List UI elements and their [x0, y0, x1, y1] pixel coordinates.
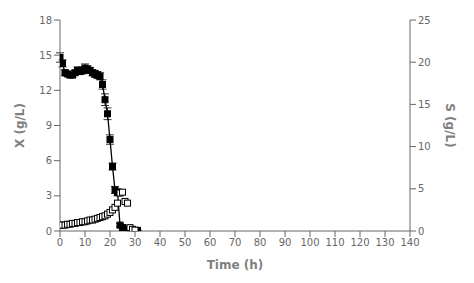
svg-text:10: 10	[79, 237, 92, 248]
svg-text:15: 15	[39, 50, 52, 61]
svg-text:0: 0	[418, 226, 424, 237]
svg-text:40: 40	[154, 237, 167, 248]
svg-text:10: 10	[418, 141, 431, 152]
svg-text:12: 12	[39, 85, 52, 96]
svg-text:90: 90	[279, 237, 292, 248]
svg-text:30: 30	[129, 237, 142, 248]
svg-text:70: 70	[229, 237, 242, 248]
svg-text:100: 100	[300, 237, 319, 248]
svg-text:0: 0	[46, 226, 52, 237]
svg-text:S (g/L): S (g/L)	[443, 103, 457, 147]
svg-text:140: 140	[400, 237, 419, 248]
svg-text:0: 0	[57, 237, 63, 248]
svg-text:3: 3	[46, 190, 52, 201]
svg-text:Time (h): Time (h)	[207, 258, 264, 272]
svg-text:20: 20	[104, 237, 117, 248]
svg-text:6: 6	[46, 155, 52, 166]
svg-text:25: 25	[418, 15, 431, 26]
svg-text:20: 20	[418, 57, 431, 68]
svg-text:50: 50	[179, 237, 192, 248]
svg-text:130: 130	[375, 237, 394, 248]
svg-text:15: 15	[418, 99, 431, 110]
svg-text:18: 18	[39, 15, 52, 26]
svg-text:X (g/L): X (g/L)	[13, 103, 27, 148]
svg-text:9: 9	[46, 120, 52, 131]
svg-text:120: 120	[350, 237, 369, 248]
svg-text:60: 60	[204, 237, 217, 248]
svg-text:110: 110	[325, 237, 344, 248]
svg-text:5: 5	[418, 183, 424, 194]
svg-text:80: 80	[254, 237, 267, 248]
